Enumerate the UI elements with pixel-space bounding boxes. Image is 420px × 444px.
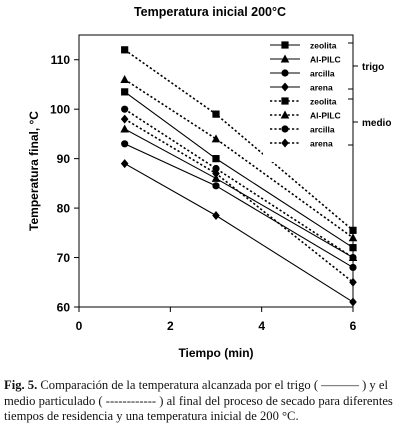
- legend-marker: [281, 69, 289, 77]
- data-point-medio-arena: [349, 277, 357, 287]
- data-point-trigo-zeolita: [212, 155, 220, 163]
- legend-marker: [281, 138, 289, 148]
- series-line-trigo-arena: [124, 163, 354, 303]
- chart: Temperatura inicial 200°C 60 70 80 90 100 110 0…: [27, 5, 391, 360]
- y-tick-label: 70: [57, 251, 71, 265]
- legend-marker: [280, 54, 290, 63]
- legend-marker: [281, 97, 289, 105]
- data-point-trigo-arcilla: [212, 182, 220, 190]
- data-point-trigo-arena: [120, 159, 129, 169]
- data-point-medio-arcilla: [349, 253, 357, 262]
- legend-background: [263, 36, 351, 162]
- plot-frame: [78, 34, 354, 308]
- caption-label: Fig. 5.: [4, 378, 38, 392]
- series-line-medio-arcilla: [124, 108, 354, 259]
- y-tick-label: 90: [57, 152, 71, 166]
- data-point-trigo-arcilla: [121, 140, 129, 148]
- legend-marker: [280, 110, 290, 119]
- y-tick-label: 60: [57, 301, 71, 315]
- legend-group-label: trigo: [362, 62, 384, 73]
- x-tick-label: 2: [167, 319, 174, 333]
- chart-title: Temperatura inicial 200°C: [134, 5, 286, 19]
- y-tick-label: 80: [57, 202, 71, 216]
- legend-label: arcilla: [310, 69, 335, 79]
- data-point-medio-arena: [120, 114, 129, 124]
- x-axis-label: Tiempo (min): [178, 346, 253, 360]
- data-point-medio-al-pilc: [348, 233, 358, 242]
- caption-text: Comparación de la temperatura alcanzada …: [4, 378, 393, 423]
- y-tick-label: 100: [50, 103, 70, 117]
- y-tick-label: 110: [51, 53, 71, 67]
- legend-label: arcilla: [310, 125, 335, 135]
- data-point-medio-zeolita: [349, 226, 357, 234]
- data-point-medio-arcilla: [212, 164, 220, 173]
- x-tick-label: 0: [76, 319, 83, 333]
- legend-label: Al-PILC: [310, 111, 341, 121]
- data-point-trigo-arena: [349, 297, 357, 307]
- data-point-medio-zeolita: [121, 46, 129, 54]
- series-line-trigo-arcilla: [124, 143, 354, 268]
- data-point-trigo-al-pilc: [120, 124, 129, 133]
- legend-label: arena: [310, 139, 333, 149]
- data-point-trigo-arena: [212, 211, 220, 221]
- series-line-medio-al-pilc: [124, 78, 354, 239]
- data-point-medio-arcilla: [121, 105, 129, 113]
- legend-label: arena: [310, 83, 333, 93]
- data-point-medio-arena: [212, 168, 220, 178]
- data-point-medio-al-pilc: [211, 134, 221, 143]
- legend-label: Al-PILC: [310, 55, 341, 65]
- figure-caption: Fig. 5. Comparación de la temperatura al…: [4, 378, 418, 425]
- legend-marker: [281, 125, 289, 133]
- x-tick-label: 4: [258, 319, 265, 333]
- data-point-medio-al-pilc: [120, 75, 129, 84]
- data-point-trigo-zeolita: [349, 244, 357, 252]
- legend-marker: [281, 41, 289, 49]
- legend-label: zeolita: [310, 41, 337, 51]
- legend-group-label: medio: [362, 118, 391, 129]
- data-point-medio-zeolita: [212, 110, 220, 118]
- x-tick-label: 6: [350, 319, 357, 333]
- legend-marker: [281, 82, 289, 92]
- data-point-trigo-arcilla: [349, 263, 357, 272]
- legend-label: zeolita: [310, 97, 337, 107]
- data-point-trigo-zeolita: [121, 88, 129, 96]
- y-axis-label: Temperatura final, °C: [27, 111, 41, 231]
